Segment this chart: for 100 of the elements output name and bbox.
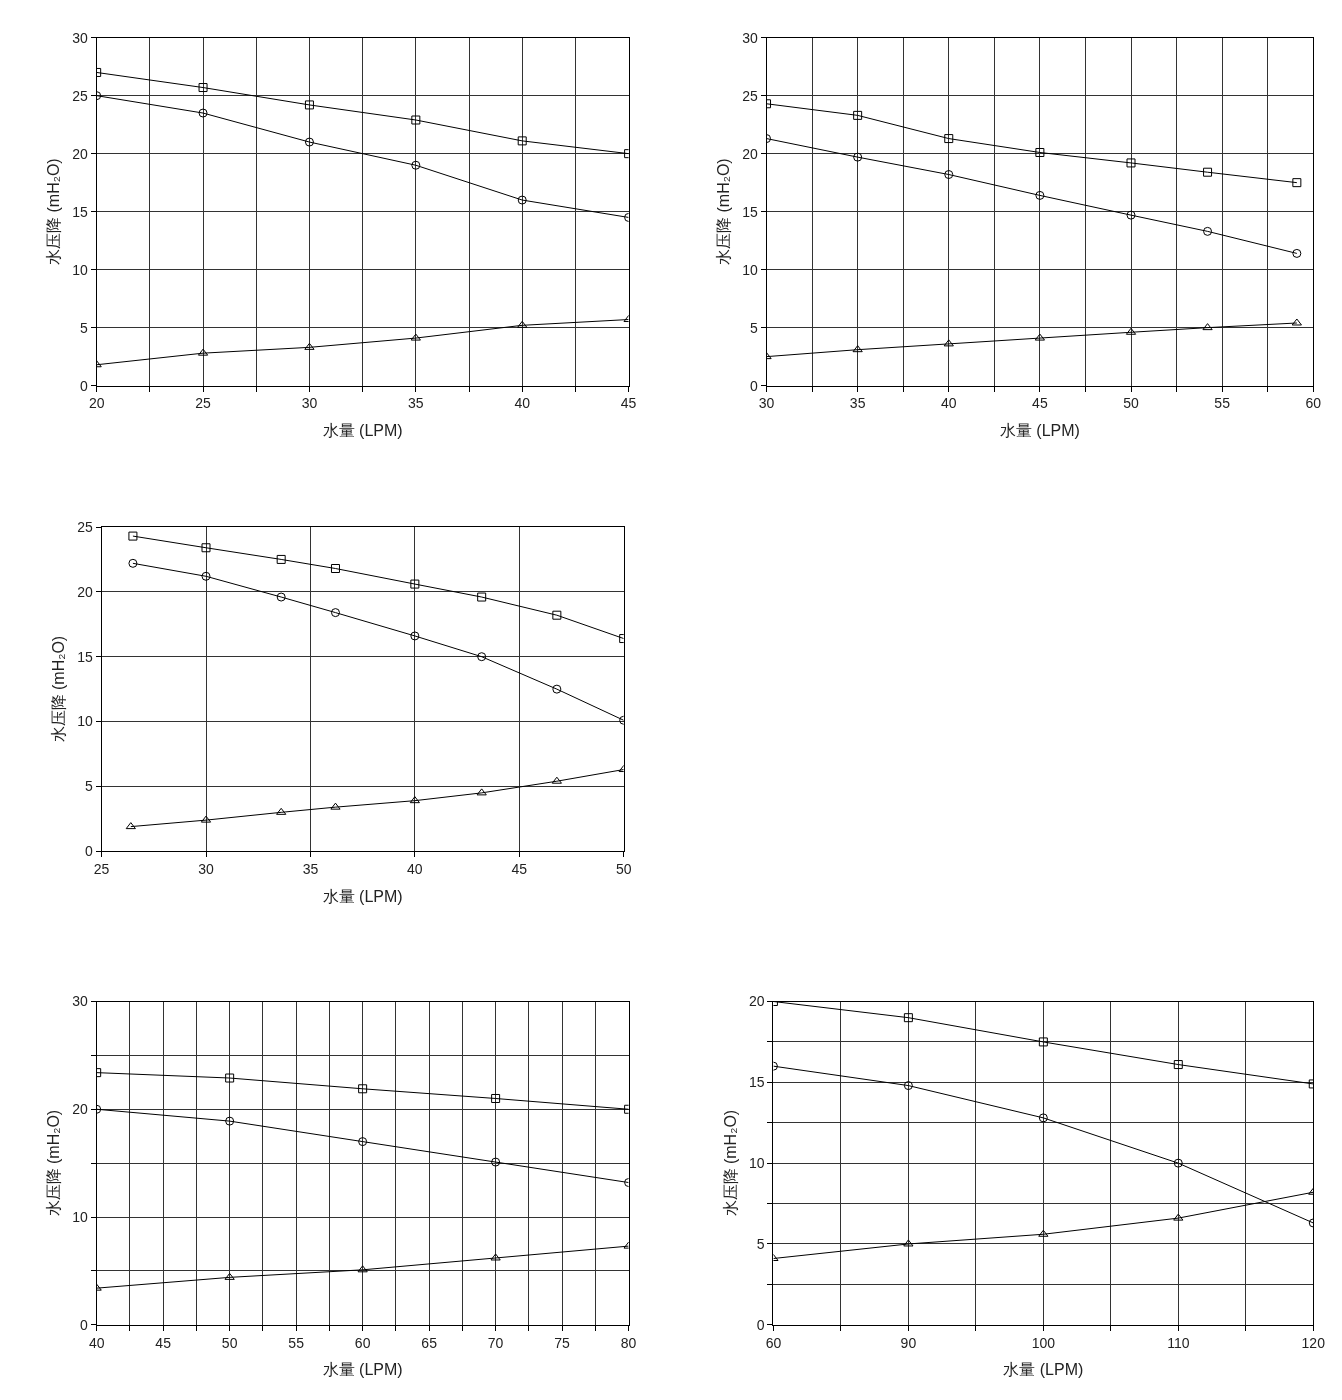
- y-axis-title: 水压降 (mH₂O): [45, 158, 63, 265]
- point: [1291, 318, 1302, 326]
- point: [411, 160, 421, 170]
- y-tick-label: 10: [749, 1155, 765, 1172]
- point: [853, 110, 863, 120]
- point: [903, 1013, 913, 1023]
- point: [1038, 1113, 1048, 1123]
- point: [304, 137, 314, 147]
- x-tick-label: 50: [221, 1334, 238, 1351]
- y-tick-label: 25: [77, 518, 93, 535]
- x-tick-label: 65: [421, 1334, 438, 1351]
- y-tick-label: 15: [742, 203, 758, 220]
- point: [411, 115, 421, 125]
- point: [477, 592, 487, 602]
- point: [224, 1272, 235, 1280]
- y-tick-label: 30: [742, 29, 758, 46]
- x-tick-label: 110: [1167, 1334, 1190, 1351]
- x-axis-title: 水量 (LPM): [322, 887, 403, 905]
- x-tick-label: 60: [1305, 395, 1322, 412]
- y-tick-label: 0: [80, 377, 89, 394]
- point: [1203, 167, 1213, 177]
- point: [198, 83, 208, 93]
- x-tick-label: 40: [514, 395, 531, 412]
- y-tick-label: 5: [84, 778, 93, 795]
- point: [1038, 1037, 1048, 1047]
- x-tick-label: 55: [1214, 395, 1231, 412]
- x-axis-title: 水量 (LPM): [322, 422, 403, 440]
- x-tick-label: 80: [620, 1334, 637, 1351]
- x-tick-label: 50: [615, 861, 632, 878]
- point: [358, 1137, 368, 1147]
- x-tick-label: 45: [511, 861, 528, 878]
- point: [304, 100, 314, 110]
- point: [943, 339, 954, 347]
- point: [1292, 178, 1302, 188]
- x-tick-label: 30: [301, 395, 318, 412]
- point: [410, 631, 420, 641]
- point: [1038, 1229, 1049, 1237]
- point: [1035, 147, 1045, 157]
- point: [330, 608, 340, 618]
- x-tick-label: 60: [765, 1334, 782, 1351]
- y-tick-label: 15: [749, 1074, 765, 1091]
- point: [330, 802, 341, 810]
- point: [410, 333, 421, 341]
- y-axis-title: 水压降 (mH₂O): [721, 1109, 739, 1217]
- point: [276, 807, 287, 815]
- point: [225, 1073, 235, 1083]
- y-tick-label: 25: [72, 87, 89, 104]
- point: [1202, 323, 1213, 331]
- point: [476, 788, 487, 796]
- point: [903, 1081, 913, 1091]
- point: [517, 320, 528, 328]
- y-tick-label: 10: [742, 261, 758, 278]
- point: [225, 1116, 235, 1126]
- y-tick-label: 20: [749, 993, 765, 1010]
- point: [944, 134, 954, 144]
- point: [276, 554, 286, 564]
- y-tick-label: 20: [742, 145, 758, 162]
- x-tick-label: 35: [302, 861, 319, 878]
- y-tick-label: 0: [84, 843, 93, 860]
- y-tick-label: 30: [72, 993, 89, 1010]
- point: [491, 1157, 501, 1167]
- y-tick-label: 15: [72, 203, 89, 220]
- point: [358, 1084, 368, 1094]
- point: [128, 558, 138, 568]
- y-tick-label: 10: [72, 1208, 89, 1225]
- x-tick-label: 90: [900, 1334, 917, 1351]
- point: [1292, 248, 1302, 258]
- point: [201, 571, 211, 581]
- x-tick-label: 40: [407, 861, 423, 878]
- x-tick-label: 30: [198, 861, 214, 878]
- point: [477, 652, 487, 662]
- y-tick-label: 0: [80, 1316, 89, 1333]
- point: [330, 564, 340, 573]
- point: [1173, 1158, 1183, 1168]
- point: [410, 579, 420, 589]
- y-tick-label: 20: [77, 583, 93, 600]
- point: [517, 136, 527, 146]
- point: [357, 1265, 368, 1273]
- point: [1035, 190, 1045, 200]
- y-axis-title: 水压降 (mH₂O): [50, 635, 68, 743]
- x-tick-label: 40: [88, 1334, 105, 1351]
- y-tick-label: 10: [77, 713, 93, 730]
- x-axis-title: 水量 (LPM): [1003, 1361, 1084, 1379]
- x-tick-label: 35: [849, 395, 866, 412]
- point: [1173, 1060, 1183, 1070]
- y-tick-label: 10: [72, 261, 89, 278]
- x-tick-label: 45: [1032, 395, 1048, 412]
- x-tick-label: 100: [1031, 1334, 1056, 1351]
- x-tick-label: 45: [620, 395, 637, 412]
- point: [853, 152, 863, 162]
- y-tick-label: 15: [77, 648, 93, 665]
- x-tick-label: 50: [1123, 395, 1140, 412]
- y-tick-label: 20: [72, 145, 89, 162]
- point: [552, 610, 562, 620]
- x-tick-label: 55: [288, 1334, 305, 1351]
- point: [198, 108, 208, 118]
- x-tick-label: 120: [1301, 1334, 1326, 1351]
- point: [201, 543, 211, 553]
- y-tick-label: 30: [72, 29, 89, 46]
- x-tick-label: 45: [155, 1334, 172, 1351]
